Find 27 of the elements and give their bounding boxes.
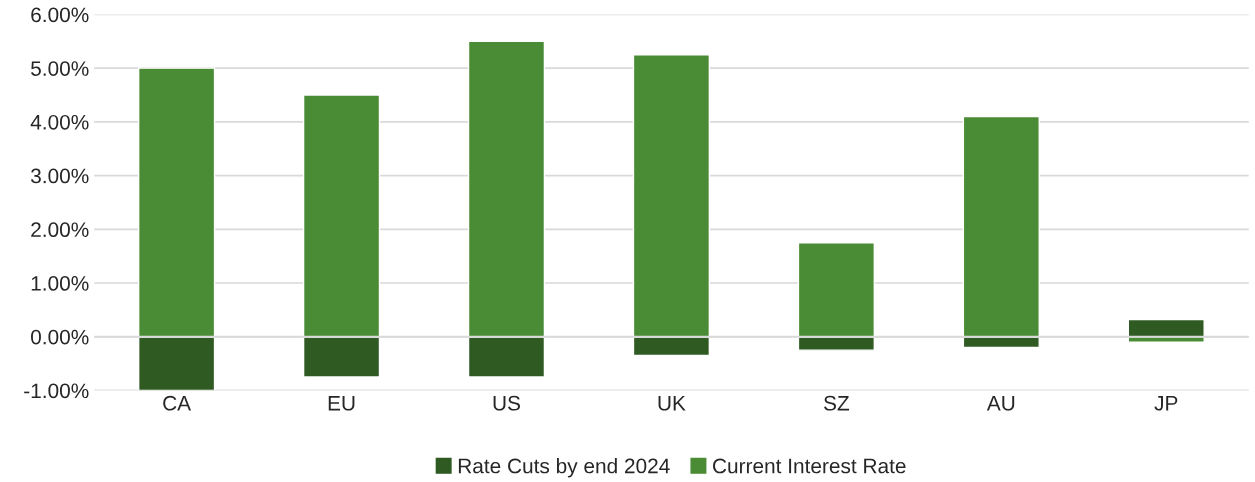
y-tick-label: 5.00% xyxy=(31,61,89,76)
bar xyxy=(137,67,216,338)
bar xyxy=(467,336,546,378)
x-tick-label: US xyxy=(493,395,520,411)
y-tick-label: 1.00% xyxy=(31,276,89,291)
bar xyxy=(302,336,381,378)
bar xyxy=(1127,318,1205,338)
x-tick-label: UK xyxy=(658,396,686,411)
x-tick-label: SZ xyxy=(824,395,850,411)
bar xyxy=(302,94,381,338)
y-tick-label: 6.00% xyxy=(31,7,89,23)
bar xyxy=(467,40,546,338)
bar xyxy=(797,242,875,338)
x-tick-label: EU xyxy=(328,396,355,411)
bar xyxy=(137,336,216,391)
bar xyxy=(962,115,1040,338)
x-tick-label: JP xyxy=(1154,396,1178,411)
y-tick-label: 3.00% xyxy=(30,168,89,184)
y-tick-label: 4.00% xyxy=(30,114,89,130)
bar xyxy=(632,54,711,338)
x-tick-label: CA xyxy=(163,395,192,411)
x-tick-label: AU xyxy=(986,396,1015,411)
y-tick-label: 0.00% xyxy=(31,329,89,345)
y-tick-label: -1.00% xyxy=(24,383,89,399)
y-tick-label: 2.00% xyxy=(31,222,89,238)
legend-label: Current Interest Rate xyxy=(713,458,906,474)
legend-label: Rate Cuts by end 2024 xyxy=(458,458,670,478)
